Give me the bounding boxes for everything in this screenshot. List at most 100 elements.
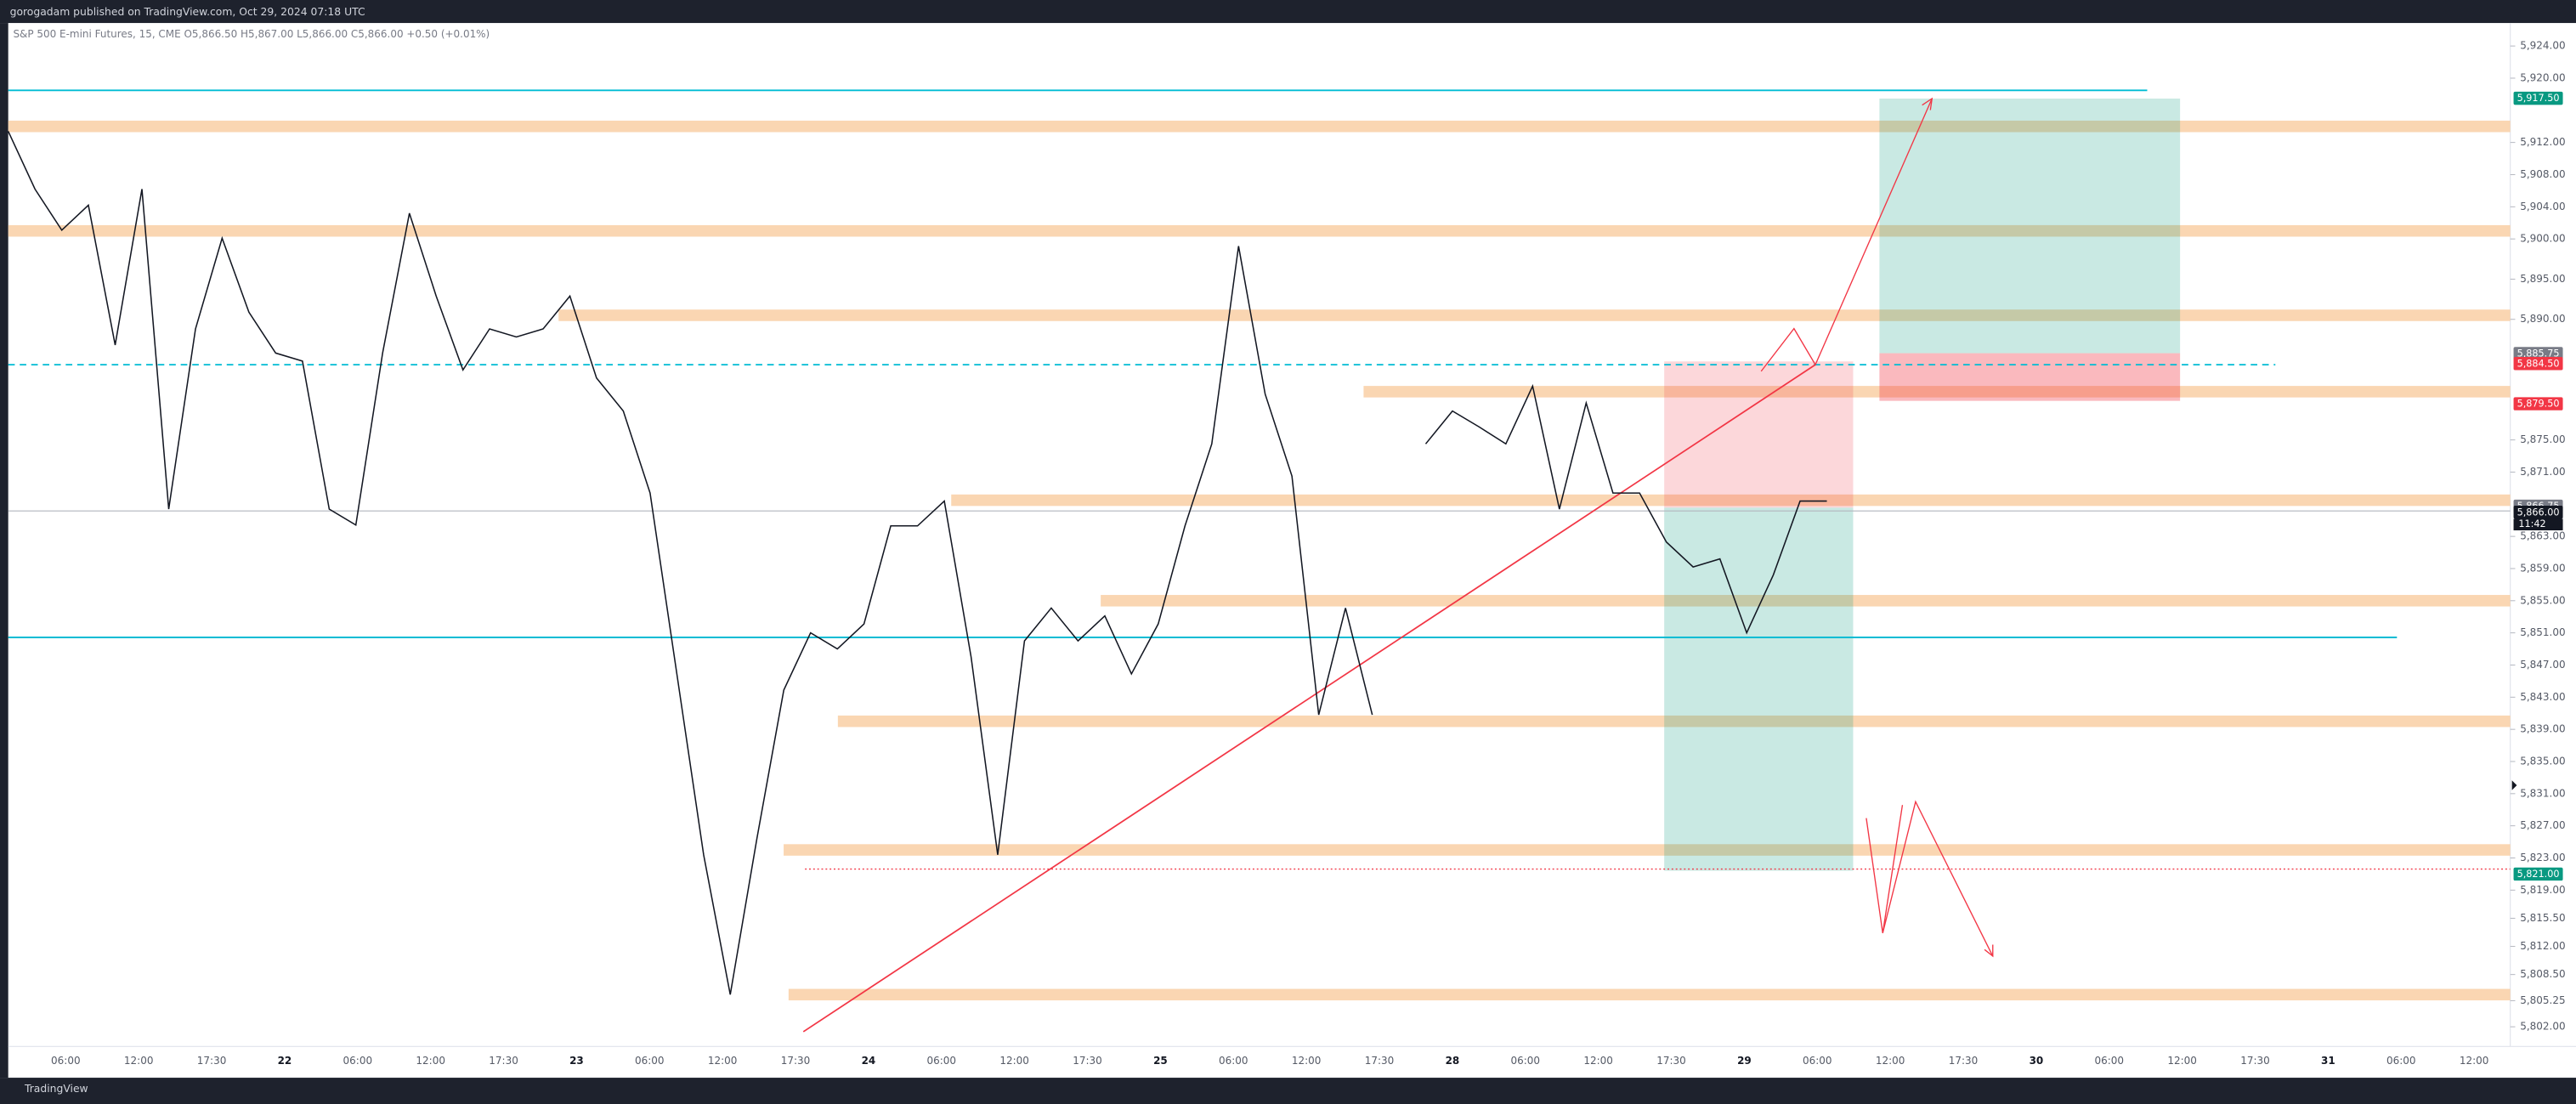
x-tick-label: 17:30 — [1949, 1055, 1979, 1067]
price-tag — [2513, 91, 2563, 105]
footer-brand: TradingView — [24, 1083, 88, 1095]
x-tick-label: 06:00 — [1511, 1055, 1541, 1067]
y-tick-label: 5,875.00 — [2520, 433, 2565, 445]
x-tick-label: 06:00 — [2386, 1055, 2416, 1067]
y-tick-label: 5,831.00 — [2520, 787, 2565, 799]
x-tick-label: 12:00 — [708, 1055, 738, 1067]
zone — [1363, 386, 2511, 398]
x-tick-label: 28 — [1446, 1055, 1460, 1067]
projection-down — [1865, 800, 1994, 957]
x-tick-label: 12:00 — [416, 1055, 445, 1067]
x-tick-label: 17:30 — [1365, 1055, 1395, 1067]
price-tag-label: 5,866.00 — [2517, 507, 2560, 518]
countdown: 11:42 — [2518, 518, 2545, 529]
long-target-zone — [1664, 507, 1854, 871]
y-tick-label: 5,815.50 — [2520, 912, 2565, 924]
bottom-bar — [0, 1078, 2576, 1104]
zone — [788, 988, 2511, 1001]
price-tag — [2513, 347, 2563, 360]
x-tick-label: 06:00 — [635, 1055, 665, 1067]
zone — [951, 494, 2511, 507]
y-tick-label: 5,835.00 — [2520, 755, 2565, 767]
x-tick-label: 12:00 — [124, 1055, 154, 1067]
y-tick-label: 5,847.00 — [2520, 659, 2565, 671]
zone — [558, 309, 2511, 321]
price-line — [7, 131, 1827, 995]
trendline — [802, 364, 1816, 1033]
projection-up — [1760, 98, 1933, 372]
short-target-zone — [1879, 98, 2181, 354]
price-tag — [2513, 397, 2563, 410]
axis-marker — [2511, 780, 2517, 790]
x-tick-label: 17:30 — [2240, 1055, 2270, 1067]
y-tick-label: 5,843.00 — [2520, 691, 2565, 703]
x-tick-label: 17:30 — [489, 1055, 518, 1067]
x-tick-label: 12:00 — [1876, 1055, 1905, 1067]
price-tag-label: 5,917.50 — [2517, 93, 2560, 104]
countdown-box — [2513, 518, 2563, 531]
zone-group — [788, 988, 2511, 1001]
x-tick-label: 31 — [2321, 1055, 2335, 1067]
y-tick-label: 5,912.00 — [2520, 136, 2565, 148]
x-tick-label: 17:30 — [1073, 1055, 1102, 1067]
published-line: gorogadam published on TradingView.com, … — [10, 6, 365, 18]
x-tick-label: 12:00 — [999, 1055, 1029, 1067]
y-tick-label: 5,812.00 — [2520, 940, 2565, 952]
y-tick-label: 5,823.00 — [2520, 852, 2565, 863]
x-tick-label: 29 — [1737, 1055, 1752, 1067]
zone-group — [8, 120, 2511, 133]
x-tick-label: 17:30 — [1656, 1055, 1686, 1067]
x-tick-label: 06:00 — [2095, 1055, 2125, 1067]
left-edge — [0, 23, 8, 1079]
zone-group — [784, 844, 2511, 856]
y-tick-label: 5,859.00 — [2520, 562, 2565, 574]
top-bar — [0, 0, 2576, 24]
drawings — [8, 89, 2517, 1033]
x-tick-label: 06:00 — [1803, 1055, 1832, 1067]
zone-group — [1363, 386, 2511, 398]
y-tick-label: 5,827.00 — [2520, 819, 2565, 831]
zone — [837, 715, 2511, 728]
y-tick-label: 5,808.50 — [2520, 968, 2565, 980]
zone-group — [837, 715, 2511, 728]
zone-group — [8, 224, 2511, 237]
y-tick-label: 5,802.00 — [2520, 1021, 2565, 1033]
price-tag-label: 5,884.50 — [2517, 358, 2560, 369]
x-tick-label: 12:00 — [1292, 1055, 1322, 1067]
y-tick-label: 5,863.00 — [2520, 530, 2565, 542]
symbol: S&P 500 E-mini Futures, 15, CME — [13, 28, 180, 40]
x-tick-label: 23 — [569, 1055, 584, 1067]
short-stop-zone — [1879, 353, 2181, 401]
x-tick-label: 12:00 — [2167, 1055, 2197, 1067]
zone — [784, 844, 2511, 856]
long-stop-zone — [1664, 361, 1854, 508]
zone — [8, 120, 2511, 133]
y-tick-label: 5,871.00 — [2520, 466, 2565, 478]
arrow-head — [1984, 944, 1994, 958]
x-tick-label: 17:30 — [197, 1055, 226, 1067]
ohlc: O5,866.50 H5,867.00 L5,866.00 C5,866.00 … — [184, 28, 490, 40]
x-tick-label: 12:00 — [1583, 1055, 1613, 1067]
x-tick-label: 06:00 — [51, 1055, 80, 1067]
arrow-head — [1922, 97, 1933, 110]
y-tick-label: 5,920.00 — [2520, 71, 2565, 83]
x-tick-label: 22 — [278, 1055, 292, 1067]
x-tick-label: 06:00 — [927, 1055, 957, 1067]
y-tick-label: 5,805.25 — [2520, 994, 2565, 1006]
y-tick-label: 5,839.00 — [2520, 723, 2565, 735]
price-tag — [2513, 867, 2563, 881]
x-tick-label: 06:00 — [1219, 1055, 1248, 1067]
price-tag-label: 5,879.50 — [2517, 399, 2560, 410]
y-tick-label: 5,895.00 — [2520, 273, 2565, 285]
y-tick-label: 5,819.00 — [2520, 884, 2565, 896]
price-tag-label: 5,885.75 — [2517, 348, 2560, 360]
price-tag — [2513, 357, 2563, 371]
x-tick-label: 17:30 — [781, 1055, 810, 1067]
x-tick-label: 12:00 — [2460, 1055, 2489, 1067]
y-tick-label: 5,890.00 — [2520, 313, 2565, 325]
price-tag — [2513, 506, 2563, 519]
zone-group — [558, 309, 2511, 321]
